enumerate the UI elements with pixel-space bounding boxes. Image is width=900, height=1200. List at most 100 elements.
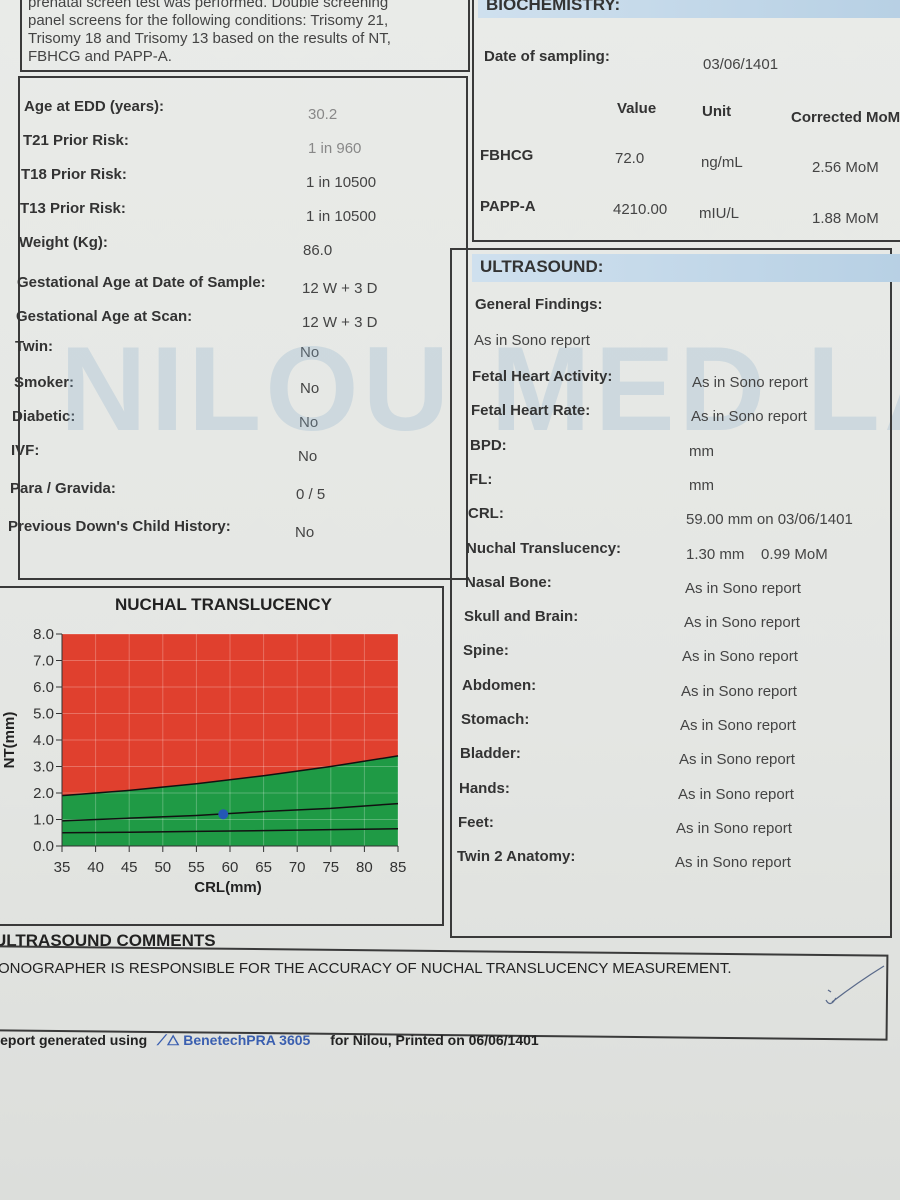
- general-findings-value: As in Sono report: [474, 332, 590, 349]
- finding-label: Fetal Heart Rate:: [471, 402, 591, 419]
- footer-suffix: for Nilou, Printed on 06/06/1401: [330, 1032, 539, 1048]
- patient-panel: [18, 76, 468, 580]
- finding-value: As in Sono report: [692, 374, 808, 391]
- finding-label: Bladder:: [460, 745, 521, 762]
- x-tick-label: 45: [121, 859, 138, 876]
- patient-field-value: 0 / 5: [296, 486, 326, 503]
- finding-value: As in Sono report: [680, 717, 796, 734]
- patient-field-label: Gestational Age at Date of Sample:: [17, 274, 266, 291]
- x-tick-label: 65: [255, 859, 272, 876]
- footer-brand: BenetechPRA 3605: [183, 1032, 311, 1048]
- finding-value: As in Sono report: [691, 408, 807, 425]
- x-tick-label: 60: [222, 859, 239, 876]
- patient-field-label: Gestational Age at Scan:: [16, 308, 193, 325]
- x-tick-label: 40: [87, 859, 104, 876]
- y-tick-label: 5.0: [33, 706, 54, 723]
- patient-field-value: 1 in 960: [308, 140, 362, 157]
- watermark-logo: NILOU MED LAB: [60, 322, 900, 456]
- general-findings-label: General Findings:: [475, 296, 603, 313]
- finding-label: Feet:: [458, 814, 494, 831]
- patient-field-label: Age at EDD (years):: [24, 98, 165, 115]
- y-tick-label: 4.0: [33, 732, 54, 749]
- patient-field-label: Smoker:: [14, 374, 75, 391]
- column-corrected-mom: Corrected MoM: [791, 109, 900, 126]
- analyte-value: 4210.00: [613, 201, 668, 218]
- patient-field-label: Para / Gravida:: [10, 480, 116, 497]
- finding-label: Twin 2 Anatomy:: [457, 848, 576, 865]
- patient-field-value: No: [299, 414, 319, 431]
- finding-value: mm: [689, 443, 714, 460]
- x-tick-label: 70: [289, 859, 306, 876]
- y-tick-label: 7.0: [33, 653, 54, 670]
- finding-label: FL:: [469, 471, 493, 488]
- finding-label: Nuchal Translucency:: [466, 540, 622, 557]
- finding-label: Spine:: [463, 642, 509, 659]
- ultrasound-panel: [450, 248, 892, 938]
- column-value: Value: [617, 100, 657, 117]
- intro-line: Trisomy 18 and Trisomy 13 based on the r…: [28, 30, 391, 47]
- finding-label: BPD:: [470, 437, 507, 454]
- patient-field-label: IVF:: [11, 442, 40, 459]
- y-axis-label: NT(mm): [1, 712, 18, 769]
- biochemistry-header: BIOCHEMISTRY:: [478, 0, 900, 18]
- signature-mark: [825, 965, 885, 1005]
- finding-value: 59.00 mm on 03/06/1401: [686, 511, 853, 528]
- normal-region: [62, 755, 398, 846]
- finding-label: Stomach:: [461, 711, 530, 728]
- patient-nt-point: [218, 809, 229, 820]
- footer-prefix: Report generated using: [0, 1032, 148, 1048]
- analyte-mom: 1.88 MoM: [812, 210, 879, 227]
- finding-value: As in Sono report: [682, 648, 798, 665]
- finding-value: As in Sono report: [679, 751, 795, 768]
- y-tick-label: 0.0: [33, 838, 54, 855]
- analyte-name: FBHCG: [480, 147, 534, 164]
- patient-field-label: Twin:: [15, 338, 54, 355]
- intro-line: panel screens for the following conditio…: [28, 12, 389, 29]
- x-axis-label: CRL(mm): [194, 879, 262, 896]
- analyte-name: PAPP-A: [480, 198, 536, 215]
- x-tick-label: 50: [154, 859, 171, 876]
- patient-field-label: Previous Down's Child History:: [8, 518, 231, 535]
- y-tick-label: 3.0: [33, 759, 54, 776]
- finding-value: As in Sono report: [684, 614, 800, 631]
- patient-field-label: T18 Prior Risk:: [21, 166, 127, 183]
- analyte-mom: 2.56 MoM: [812, 159, 879, 176]
- patient-field-label: Diabetic:: [12, 408, 76, 425]
- y-tick-label: 8.0: [33, 626, 54, 643]
- finding-value: 1.30 mm 0.99 MoM: [686, 546, 828, 563]
- comments-title: ULTRASOUND COMMENTS: [0, 931, 216, 950]
- intro-box: [20, 0, 470, 72]
- x-tick-label: 75: [322, 859, 339, 876]
- patient-field-value: 12 W + 3 D: [302, 314, 378, 331]
- x-tick-label: 85: [390, 859, 407, 876]
- finding-label: Nasal Bone:: [465, 574, 552, 591]
- finding-label: Fetal Heart Activity:: [472, 368, 613, 385]
- finding-value: As in Sono report: [676, 820, 792, 837]
- percentile-line: [61, 828, 399, 834]
- biochemistry-panel: [472, 0, 900, 242]
- intro-line: prenatal screen test was performed. Doub…: [28, 0, 389, 11]
- patient-field-label: T13 Prior Risk:: [20, 200, 126, 217]
- patient-field-value: No: [300, 344, 320, 361]
- analyte-unit: ng/mL: [701, 154, 743, 171]
- finding-label: Hands:: [459, 780, 510, 797]
- chart-title: NUCHAL TRANSLUCENCY: [115, 595, 332, 614]
- patient-field-value: 1 in 10500: [306, 174, 377, 191]
- percentile-line: [61, 755, 399, 797]
- nt-chart: 0.0 1.0 2.0 3.0 4.0 5.0 6.0 7.0 8.0 35 40 45 50 55 60 6…: [1, 626, 407, 896]
- comments-text: SONOGRAPHER IS RESPONSIBLE FOR THE ACCUR…: [0, 960, 732, 977]
- finding-label: Skull and Brain:: [464, 608, 579, 625]
- report-footer: Report generated using ⟋△ BenetechPRA 36…: [0, 1032, 539, 1049]
- x-tick-label: 55: [188, 859, 205, 876]
- finding-value: As in Sono report: [675, 854, 791, 871]
- finding-label: CRL:: [468, 505, 504, 522]
- patient-field-value: 12 W + 3 D: [302, 280, 378, 297]
- patient-field-value: No: [298, 448, 318, 465]
- finding-label: Abdomen:: [462, 677, 537, 694]
- patient-field-value: No: [300, 380, 320, 397]
- finding-value: As in Sono report: [681, 683, 797, 700]
- y-tick-label: 6.0: [33, 679, 54, 696]
- x-tick-label: 80: [356, 859, 373, 876]
- intro-text: prenatal screen test was performed. Doub…: [28, 0, 448, 66]
- benetech-logo-icon: ⟋△: [157, 1032, 180, 1048]
